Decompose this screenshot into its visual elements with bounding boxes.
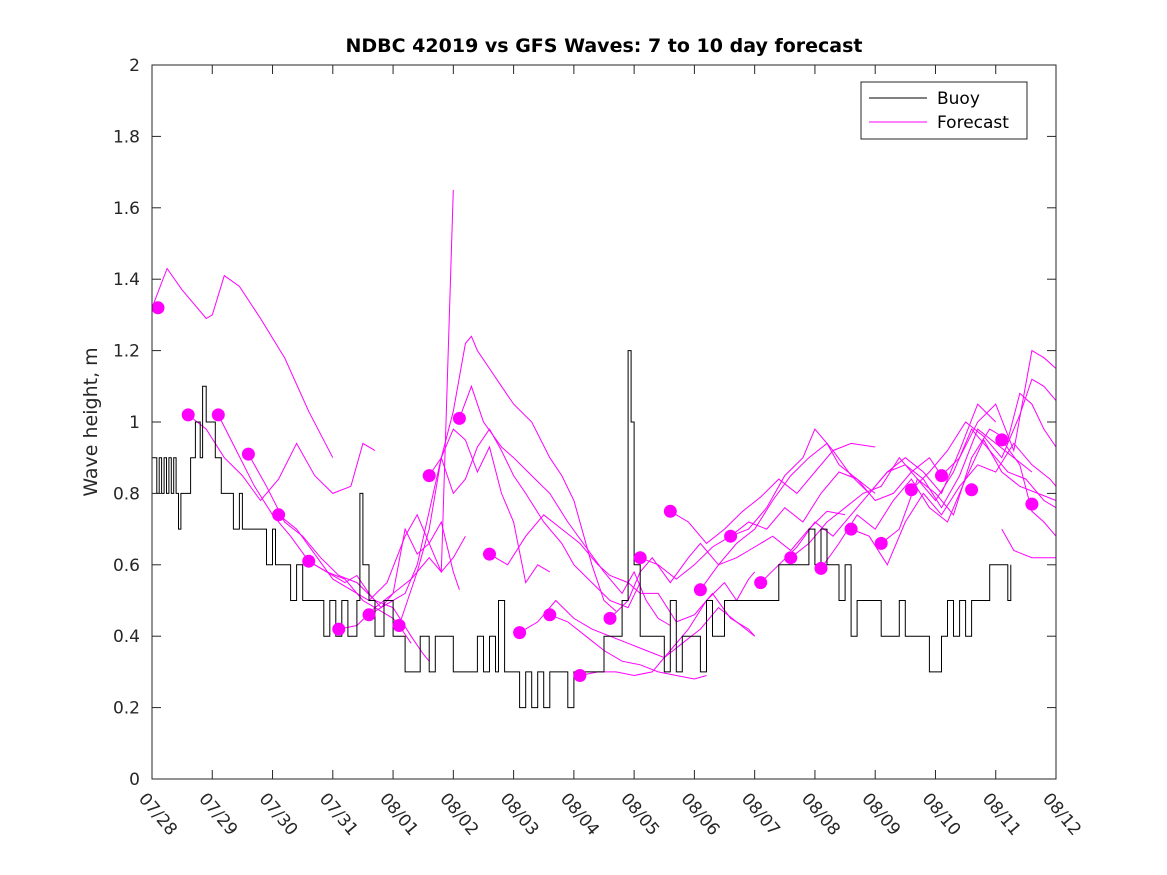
forecast-marker-7 xyxy=(362,608,376,622)
forecast-line-20 xyxy=(760,428,1033,583)
forecast-marker-24 xyxy=(874,536,888,550)
forecast-line-22 xyxy=(820,438,1057,569)
forecast-marker-6 xyxy=(332,622,346,636)
forecast-marker-3 xyxy=(241,447,255,461)
y-tick-label-8: 1.6 xyxy=(113,199,140,219)
forecast-line-4 xyxy=(278,513,460,602)
forecast-marker-1 xyxy=(181,408,195,422)
forecast-line-26 xyxy=(941,349,1057,476)
forecast-line-12 xyxy=(519,599,756,659)
forecast-line-21 xyxy=(790,428,1057,559)
x-tick-label-2: 07/30 xyxy=(255,789,302,839)
forecast-marker-19 xyxy=(724,529,738,543)
x-tick-label-1: 07/29 xyxy=(194,789,241,839)
forecast-line-13 xyxy=(549,614,707,680)
forecast-line-28 xyxy=(1001,528,1056,559)
forecast-marker-13 xyxy=(543,608,557,622)
buoy-series-group xyxy=(152,350,1012,709)
forecast-marker-21 xyxy=(784,551,798,565)
x-tick-label-4: 08/01 xyxy=(375,789,422,839)
x-tick-label-9: 08/06 xyxy=(677,789,724,839)
forecast-series-group xyxy=(151,189,1057,680)
forecast-line-16 xyxy=(640,471,876,580)
y-tick-label-9: 1.8 xyxy=(113,127,140,147)
forecast-marker-5 xyxy=(302,554,316,568)
forecast-marker-11 xyxy=(483,547,496,561)
chart-title: NDBC 42019 vs GFS Waves: 7 to 10 day for… xyxy=(345,35,862,57)
forecast-line-0 xyxy=(151,267,334,458)
forecast-marker-28 xyxy=(995,433,1009,447)
forecast-line-7 xyxy=(368,428,551,616)
forecast-marker-27 xyxy=(965,483,979,497)
forecast-marker-29 xyxy=(1025,497,1039,511)
forecast-line-17 xyxy=(670,442,876,545)
legend-label-buoy: Buoy xyxy=(937,89,980,109)
y-tick-label-1: 0.2 xyxy=(113,699,140,719)
forecast-line-6 xyxy=(338,189,454,630)
x-tick-label-12: 08/09 xyxy=(857,789,904,839)
forecast-marker-22 xyxy=(814,561,828,575)
x-tick-label-10: 08/07 xyxy=(737,789,784,839)
forecast-line-25 xyxy=(911,378,1057,491)
forecast-marker-12 xyxy=(513,626,527,640)
y-tick-label-7: 1.4 xyxy=(113,270,140,290)
y-tick-label-2: 0.4 xyxy=(113,627,140,647)
y-tick-label-3: 0.6 xyxy=(113,556,140,576)
forecast-marker-20 xyxy=(754,576,768,590)
forecast-line-1 xyxy=(187,414,376,502)
forecast-marker-10 xyxy=(452,411,466,425)
forecast-marker-0 xyxy=(151,301,165,315)
x-tick-label-6: 08/03 xyxy=(496,789,543,839)
forecast-marker-25 xyxy=(904,483,918,497)
y-axis: 0 0.2 0.4 0.6 0.8 1 1.2 1.4 1.6 1.8 2 xyxy=(113,56,1056,790)
forecast-marker-8 xyxy=(392,619,406,632)
forecast-marker-18 xyxy=(693,583,707,597)
forecast-marker-2 xyxy=(211,408,225,422)
y-tick-label-4: 0.8 xyxy=(113,484,140,504)
forecast-marker-23 xyxy=(844,522,858,536)
y-tick-label-0: 0 xyxy=(129,770,140,790)
x-tick-label-13: 08/10 xyxy=(918,789,965,839)
forecast-marker-9 xyxy=(422,469,436,483)
forecast-line-27 xyxy=(1001,439,1057,537)
x-tick-label-8: 08/05 xyxy=(616,789,663,839)
x-tick-label-0: 07/28 xyxy=(134,789,181,839)
forecast-line-8 xyxy=(398,335,617,626)
y-axis-label: Wave height, m xyxy=(80,347,102,496)
forecast-marker-14 xyxy=(573,669,587,682)
forecast-marker-17 xyxy=(663,504,677,518)
forecast-marker-16 xyxy=(633,551,647,565)
x-tick-label-3: 07/31 xyxy=(315,789,362,839)
y-tick-label-10: 2 xyxy=(129,56,140,76)
forecast-line-14 xyxy=(579,571,756,677)
x-tick-label-15: 08/12 xyxy=(1038,789,1085,839)
buoy-line xyxy=(152,350,1012,709)
x-tick-label-11: 08/08 xyxy=(797,789,844,839)
forecast-line-23 xyxy=(850,442,1057,566)
forecast-marker-group xyxy=(151,301,1039,682)
legend: Buoy Forecast xyxy=(860,81,1028,140)
forecast-line-9 xyxy=(428,428,641,609)
y-tick-label-6: 1.2 xyxy=(113,342,140,362)
forecast-marker-15 xyxy=(603,611,617,625)
forecast-marker-26 xyxy=(935,469,948,483)
forecast-line-10 xyxy=(458,384,671,626)
forecast-marker-4 xyxy=(272,508,286,522)
legend-box xyxy=(860,81,1028,140)
legend-label-forecast: Forecast xyxy=(937,113,1009,133)
x-tick-label-5: 08/02 xyxy=(435,789,482,839)
forecast-line-19 xyxy=(730,403,997,537)
y-tick-label-5: 1 xyxy=(129,413,140,433)
x-tick-label-7: 08/04 xyxy=(556,789,603,839)
x-tick-label-14: 08/11 xyxy=(978,789,1025,839)
